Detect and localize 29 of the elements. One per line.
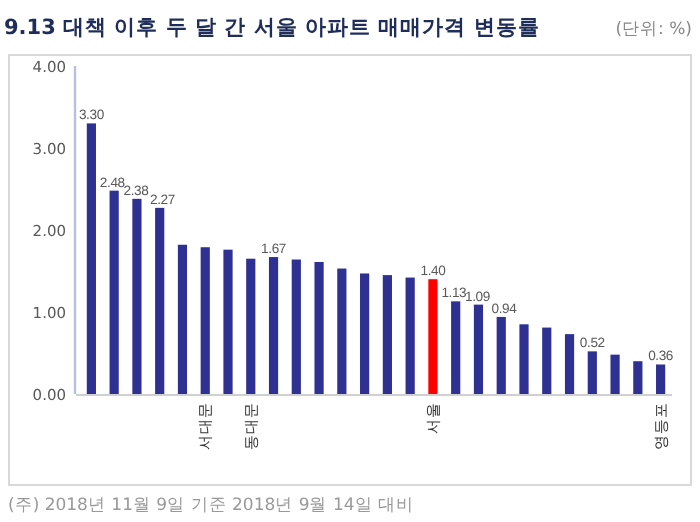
bar: [314, 261, 324, 394]
bar: [268, 257, 279, 394]
bar: [200, 247, 210, 394]
bar: [519, 324, 529, 394]
bar: [337, 268, 347, 394]
bar: [633, 361, 643, 394]
bar: [564, 334, 575, 394]
bar: [291, 259, 301, 394]
bar: [109, 190, 119, 394]
bar: [132, 198, 142, 394]
bar: [473, 304, 484, 394]
bar: [656, 364, 666, 394]
bar: [86, 123, 96, 394]
chart-title: 9.13 대책 이후 두 달 간 서울 아파트 매매가격 변동률: [4, 16, 540, 40]
bar: [610, 354, 620, 394]
bar: [155, 207, 165, 394]
bar: [587, 351, 597, 394]
chart-subtitle: (단위: %): [615, 20, 692, 40]
bar: [360, 273, 370, 394]
bar: [542, 327, 552, 394]
bar: [223, 249, 233, 394]
bar: [246, 258, 256, 394]
bar: [496, 316, 506, 394]
text: (주) 2018년 11월 9일 기준 2018년 9월 14일 대비: [8, 496, 414, 516]
bar: [428, 279, 438, 394]
bar: [382, 275, 392, 394]
bar: [177, 244, 188, 394]
bar: [405, 277, 415, 394]
bar: [451, 301, 461, 394]
